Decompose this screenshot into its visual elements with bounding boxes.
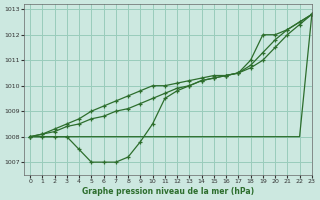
X-axis label: Graphe pression niveau de la mer (hPa): Graphe pression niveau de la mer (hPa) [82,187,254,196]
